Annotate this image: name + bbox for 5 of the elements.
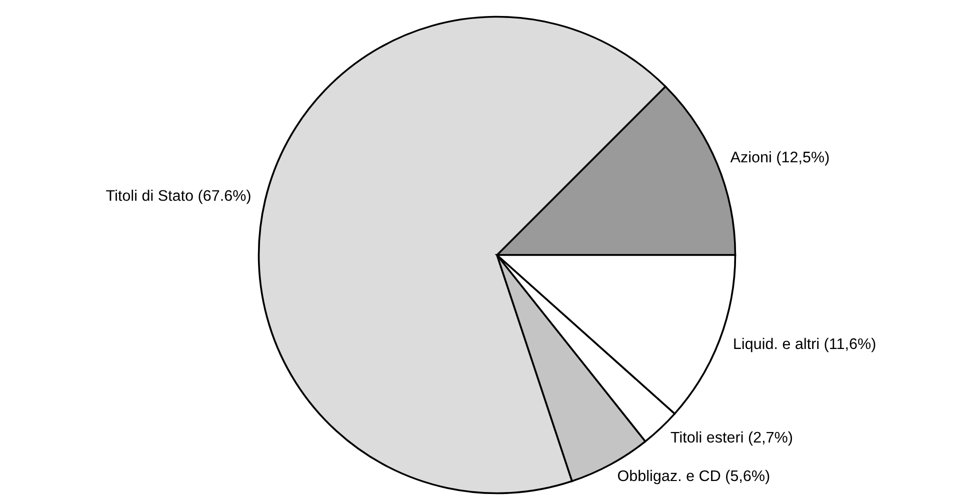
slice-label: Liquid. e altri (11,6%): [734, 338, 876, 352]
slice-label: Obbligaz. e CD (5,6%): [618, 470, 770, 484]
slice-label: Titoli di Stato (67.6%): [106, 190, 250, 204]
slice-label: Azioni (12,5%): [730, 151, 829, 166]
slice-label: Titoli esteri (2,7%): [670, 431, 792, 446]
